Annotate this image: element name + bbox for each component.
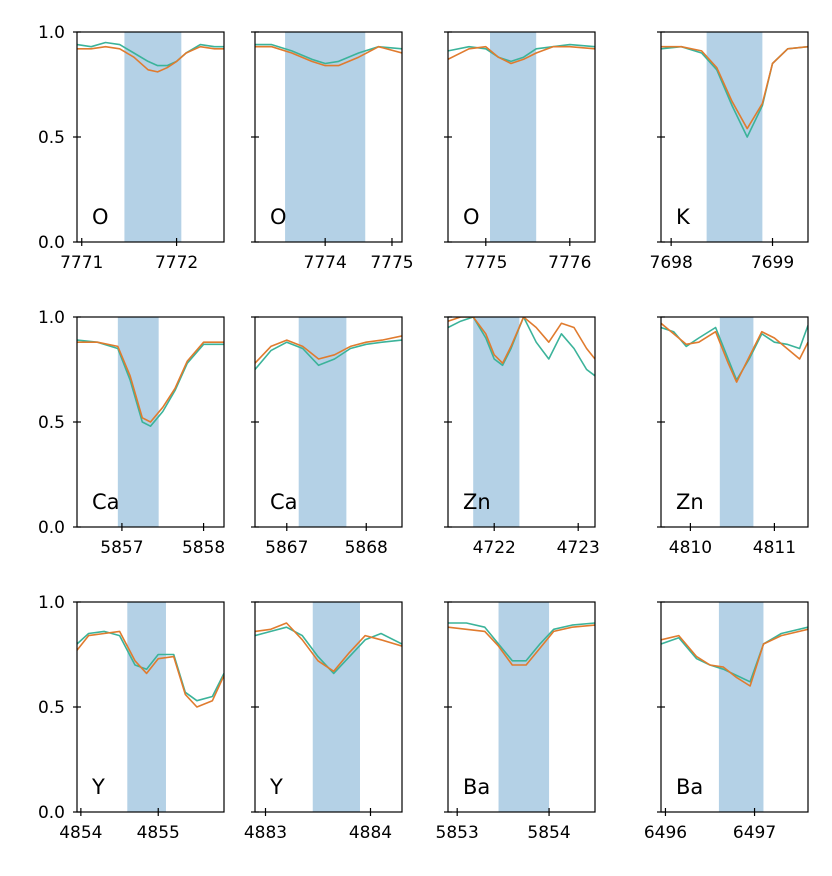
x-tick-label: 7775	[370, 253, 413, 273]
panel-8: 4810 4811 Zn	[657, 316, 809, 558]
y-tick-label: 0.0	[38, 518, 65, 538]
panel-12: 6496 6497 Ba	[644, 601, 809, 843]
y-tick-label: 1.0	[38, 23, 65, 43]
line-window-band	[127, 602, 166, 812]
element-label: K	[676, 205, 691, 229]
line-window-band	[718, 602, 764, 812]
x-tick-label: 4884	[349, 823, 392, 843]
spectrum-series-2	[661, 45, 808, 130]
y-tick-label: 0.5	[38, 413, 65, 433]
x-tick-label: 5857	[100, 538, 143, 558]
x-tick-label: 7775	[464, 253, 507, 273]
x-tick-label: 5867	[265, 538, 308, 558]
spectrum-series-1	[255, 339, 402, 371]
y-tick-label: 0.5	[38, 698, 65, 718]
x-tick-label: 5858	[182, 538, 225, 558]
spectrum-series-1	[448, 317, 595, 377]
x-tick-label: 4810	[669, 538, 712, 558]
spectrum-series-2	[255, 622, 402, 673]
spectrum-series-1	[255, 626, 402, 675]
element-label: Y	[91, 775, 105, 799]
x-tick-label: 4854	[59, 823, 102, 843]
x-tick-label: 7776	[548, 253, 591, 273]
element-label: Zn	[463, 490, 491, 514]
panel-11: 5853 5854 Ba	[436, 601, 596, 843]
y-tick-label: 1.0	[38, 593, 65, 613]
x-tick-label: 7698	[650, 253, 693, 273]
spectrum-series-2	[255, 335, 402, 364]
x-tick-label: 5868	[345, 538, 388, 558]
line-window-band	[498, 602, 550, 812]
spectrum-series-2	[77, 341, 224, 423]
y-tick-label: 0.0	[38, 233, 65, 253]
element-label: Ca	[92, 490, 120, 514]
line-window-band	[124, 32, 182, 242]
x-tick-label: 4855	[137, 823, 180, 843]
line-window-band	[285, 32, 366, 242]
y-tick-label: 0.5	[38, 128, 65, 148]
x-tick-label: 4811	[753, 538, 796, 558]
x-tick-label: 4883	[244, 823, 287, 843]
spectrum-series-2	[661, 322, 808, 383]
line-window-band	[473, 317, 520, 527]
panel-1: 0.0 0.5 1.0 7771 7772 O	[38, 23, 225, 273]
spectrum-series-2	[448, 45, 595, 65]
panel-4: 7698 7699 K	[650, 31, 809, 273]
y-tick-label: 0.0	[38, 803, 65, 823]
x-tick-label: 7772	[155, 253, 198, 273]
panel-3: 7775 7776 O	[444, 31, 596, 273]
spectrum-series-2	[255, 45, 402, 67]
element-label: O	[270, 205, 287, 229]
x-tick-label: 6497	[733, 823, 776, 843]
x-tick-label: 7699	[751, 253, 794, 273]
spectrum-series-1	[77, 630, 224, 702]
x-tick-label: 7774	[304, 253, 347, 273]
line-window-band	[490, 32, 537, 242]
spectrum-series-1	[77, 41, 224, 67]
x-tick-label: 5854	[527, 823, 570, 843]
element-label: Ca	[270, 490, 298, 514]
x-tick-label: 5853	[436, 823, 479, 843]
panel-9: 0.0 0.5 1.0 4854 4855 Y	[38, 593, 225, 843]
x-tick-label: 4723	[557, 538, 600, 558]
panel-7: 4722 4723 Zn	[444, 316, 600, 558]
element-label: O	[92, 205, 109, 229]
spectrum-series-1	[661, 325, 808, 381]
panel-6: 5867 5868 Ca	[251, 316, 403, 558]
spectrum-series-1	[448, 622, 595, 662]
element-label: Y	[269, 775, 283, 799]
panel-10: 4883 4884 Y	[244, 601, 403, 843]
x-tick-label: 4722	[473, 538, 516, 558]
spectrum-series-2	[77, 630, 224, 708]
spectrum-series-2	[448, 317, 595, 365]
panel-2: 7774 7775 O	[251, 31, 414, 273]
line-window-band	[117, 317, 159, 527]
y-tick-label: 1.0	[38, 308, 65, 328]
line-window-band	[706, 32, 763, 242]
spectrum-series-1	[255, 43, 402, 65]
spectrum-series-2	[448, 624, 595, 666]
x-tick-label: 7771	[60, 253, 103, 273]
spectrum-series-2	[661, 628, 808, 687]
spectrum-series-1	[77, 339, 224, 428]
panel-5: 0.0 0.5 1.0 5857 5858 Ca	[38, 308, 225, 558]
element-label: Ba	[676, 775, 703, 799]
spectrum-series-2	[77, 45, 224, 73]
line-window-band	[312, 602, 360, 812]
element-label: Ba	[463, 775, 490, 799]
element-label: O	[463, 205, 480, 229]
x-tick-label: 6496	[644, 823, 687, 843]
element-label: Zn	[676, 490, 704, 514]
